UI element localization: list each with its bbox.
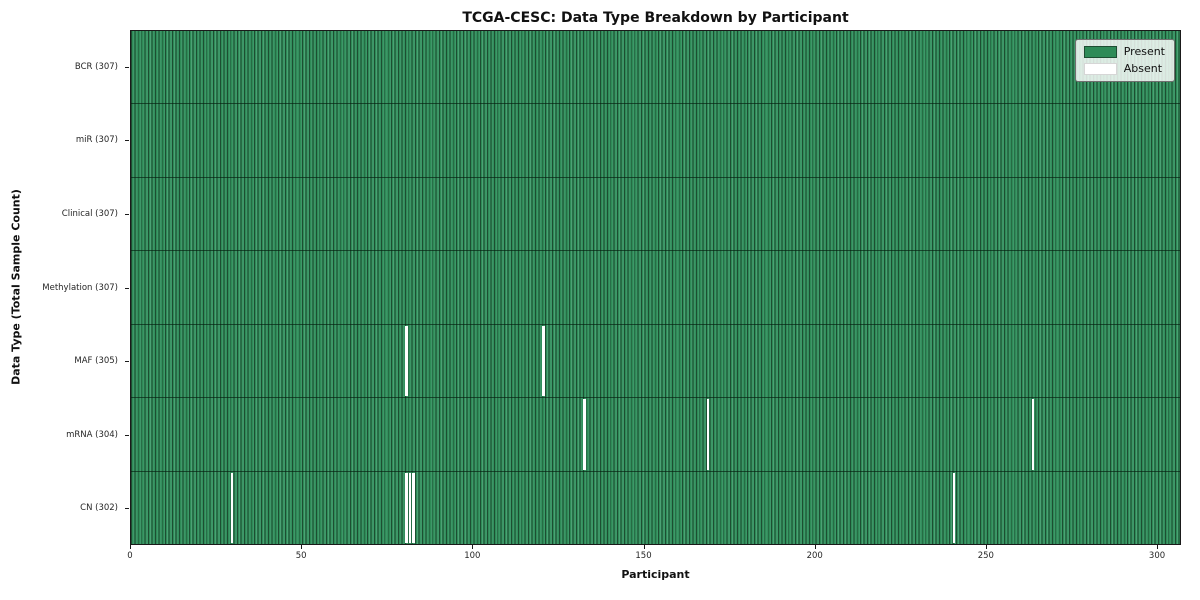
legend-swatch-present-icon — [1083, 46, 1117, 58]
y-tick-label: CN (302) — [80, 503, 118, 514]
x-axis-title: Participant — [621, 568, 690, 581]
absent-cell — [953, 472, 956, 543]
x-tick-mark — [985, 545, 987, 549]
y-tick-label: MAF (305) — [74, 356, 118, 367]
y-tick-mark — [125, 213, 129, 215]
x-tick-label: 200 — [806, 551, 823, 561]
y-tick-mark — [125, 361, 129, 363]
absent-cell — [230, 472, 234, 543]
legend-label-present: Present — [1123, 45, 1165, 58]
absent-cell — [405, 472, 408, 543]
heatmap-row-Clinical — [131, 176, 1180, 251]
y-tick-mark — [125, 434, 129, 436]
absent-cell — [583, 399, 586, 470]
x-tick-label: 250 — [977, 551, 994, 561]
absent-cell — [706, 399, 709, 470]
absent-cell — [405, 325, 408, 397]
y-tick-label: mRNA (304) — [66, 429, 118, 440]
y-tick-mark — [125, 66, 129, 68]
heatmap-row-mRNA — [131, 397, 1180, 471]
heatmap-row-BCR — [131, 31, 1180, 104]
x-tick-label: 50 — [295, 551, 307, 561]
heatmap-row-miR — [131, 103, 1180, 177]
x-tick-mark — [130, 545, 131, 549]
x-tick-label: 300 — [1148, 551, 1166, 561]
heatmap-row-Methylation — [131, 250, 1180, 324]
x-tick-mark — [301, 545, 303, 549]
absent-cell — [412, 472, 415, 543]
y-tick-mark — [125, 287, 129, 289]
heatmap-row-CN — [131, 470, 1180, 544]
x-tick-mark — [1157, 545, 1159, 549]
legend-item-present: Present — [1083, 45, 1165, 58]
legend-item-absent: Absent — [1083, 62, 1165, 75]
plot-area: Present Absent — [130, 30, 1181, 545]
absent-cell — [542, 325, 545, 397]
x-tick-mark — [814, 545, 816, 549]
y-tick-label: Clinical (307) — [61, 208, 118, 219]
heatmap-row-MAF — [131, 323, 1180, 398]
y-tick-label: Methylation (307) — [42, 282, 118, 293]
legend-swatch-absent-icon — [1083, 63, 1117, 75]
x-tick-label: 0 — [127, 551, 133, 561]
absent-cell — [1031, 399, 1035, 470]
x-tick-mark — [643, 545, 645, 549]
legend-label-absent: Absent — [1123, 62, 1163, 75]
x-tick-label: 100 — [464, 551, 481, 561]
legend: Present Absent — [1074, 39, 1175, 82]
absent-cell — [408, 472, 412, 543]
y-tick-mark — [125, 508, 129, 510]
y-tick-label: miR (307) — [75, 135, 118, 146]
y-tick-mark — [125, 140, 129, 142]
x-tick-label: 150 — [635, 551, 652, 561]
chart-title: TCGA-CESC: Data Type Breakdown by Partic… — [462, 10, 849, 26]
x-tick-mark — [472, 545, 474, 549]
y-tick-label: BCR (307) — [74, 61, 118, 72]
